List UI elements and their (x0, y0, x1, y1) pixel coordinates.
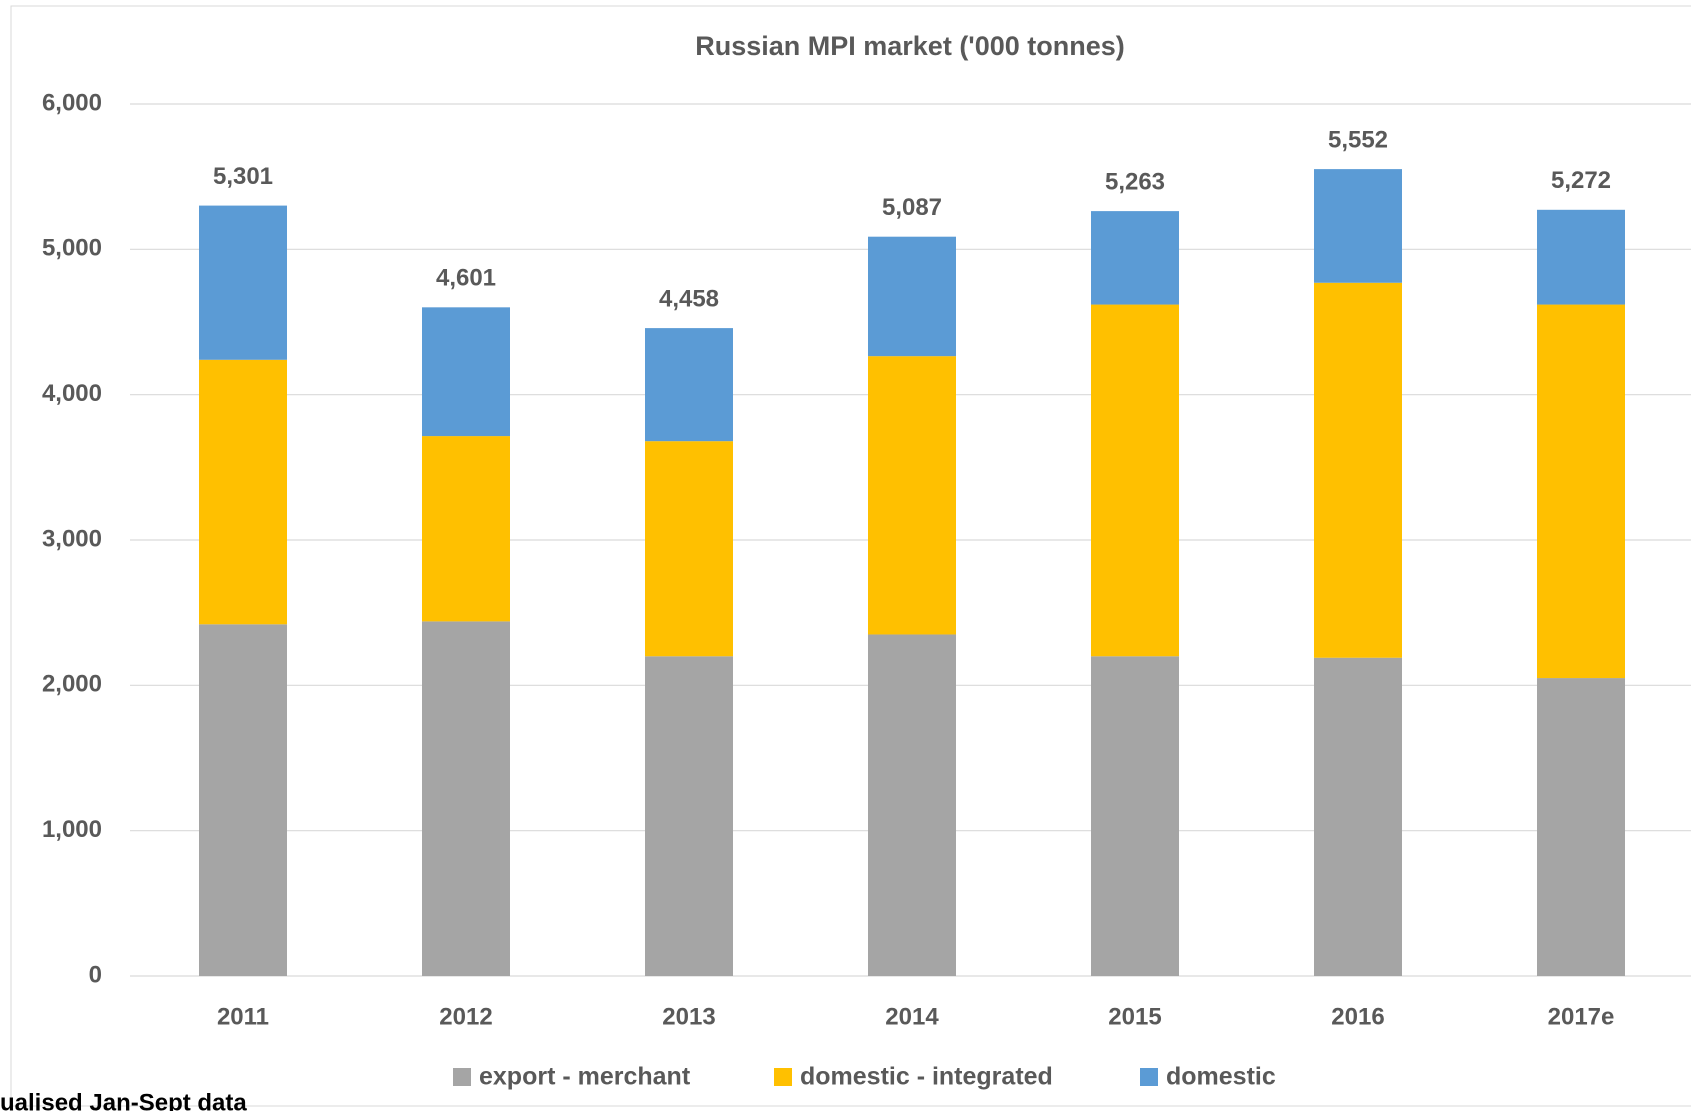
y-tick-label: 1,000 (42, 816, 102, 843)
x-tick-label: 2011 (217, 1003, 269, 1030)
bar-segment (868, 356, 956, 635)
x-tick-label: 2015 (1108, 1003, 1161, 1030)
y-tick-label: 5,000 (42, 235, 102, 262)
legend-label: export - merchant (479, 1063, 691, 1091)
bar-segment (422, 307, 510, 437)
bar-segment (1091, 211, 1179, 305)
legend-label: domestic (1166, 1063, 1276, 1091)
bar-segment (199, 205, 287, 360)
bar-segment (1091, 656, 1179, 976)
x-tick-label: 2016 (1331, 1003, 1384, 1030)
total-label: 4,601 (436, 265, 496, 292)
total-label: 5,087 (882, 194, 942, 221)
total-label: 5,263 (1105, 168, 1165, 195)
bar-segment (1537, 678, 1625, 976)
bar-segment (645, 656, 733, 976)
total-label: 5,301 (213, 163, 273, 190)
note: ualised Jan-Sept data (0, 1089, 247, 1111)
legend-swatch (453, 1068, 471, 1086)
x-tick-label: 2017e (1548, 1003, 1615, 1030)
bar-segment (1314, 169, 1402, 283)
x-tick-label: 2014 (885, 1003, 939, 1030)
y-tick-label: 4,000 (42, 380, 102, 407)
x-tick-label: 2013 (662, 1003, 715, 1030)
legend-label: domestic - integrated (800, 1063, 1053, 1091)
total-label: 4,458 (659, 285, 719, 312)
bar-segment (868, 236, 956, 357)
bar-segment (1537, 209, 1625, 305)
total-label: 5,552 (1328, 126, 1388, 153)
bar-segment (1314, 657, 1402, 976)
bar-segment (422, 436, 510, 622)
legend-swatch (774, 1068, 792, 1086)
y-tick-label: 0 (89, 961, 102, 988)
bar-segment (199, 359, 287, 625)
y-tick-label: 6,000 (42, 89, 102, 116)
bar-segment (422, 621, 510, 976)
chart-title: Russian MPI market ('000 tonnes) (695, 31, 1125, 61)
bar-segment (1314, 282, 1402, 658)
y-tick-label: 2,000 (42, 671, 102, 698)
bar-segment (1091, 304, 1179, 657)
legend-swatch (1140, 1068, 1158, 1086)
y-tick-label: 3,000 (42, 525, 102, 552)
bar-segment (645, 328, 733, 442)
total-label: 5,272 (1551, 167, 1611, 194)
x-tick-label: 2012 (439, 1003, 492, 1030)
bar-segment (645, 441, 733, 657)
bar-segment (868, 634, 956, 976)
bar-segment (1537, 304, 1625, 679)
bar-segment (199, 624, 287, 976)
chart-border (10, 5, 1691, 1107)
